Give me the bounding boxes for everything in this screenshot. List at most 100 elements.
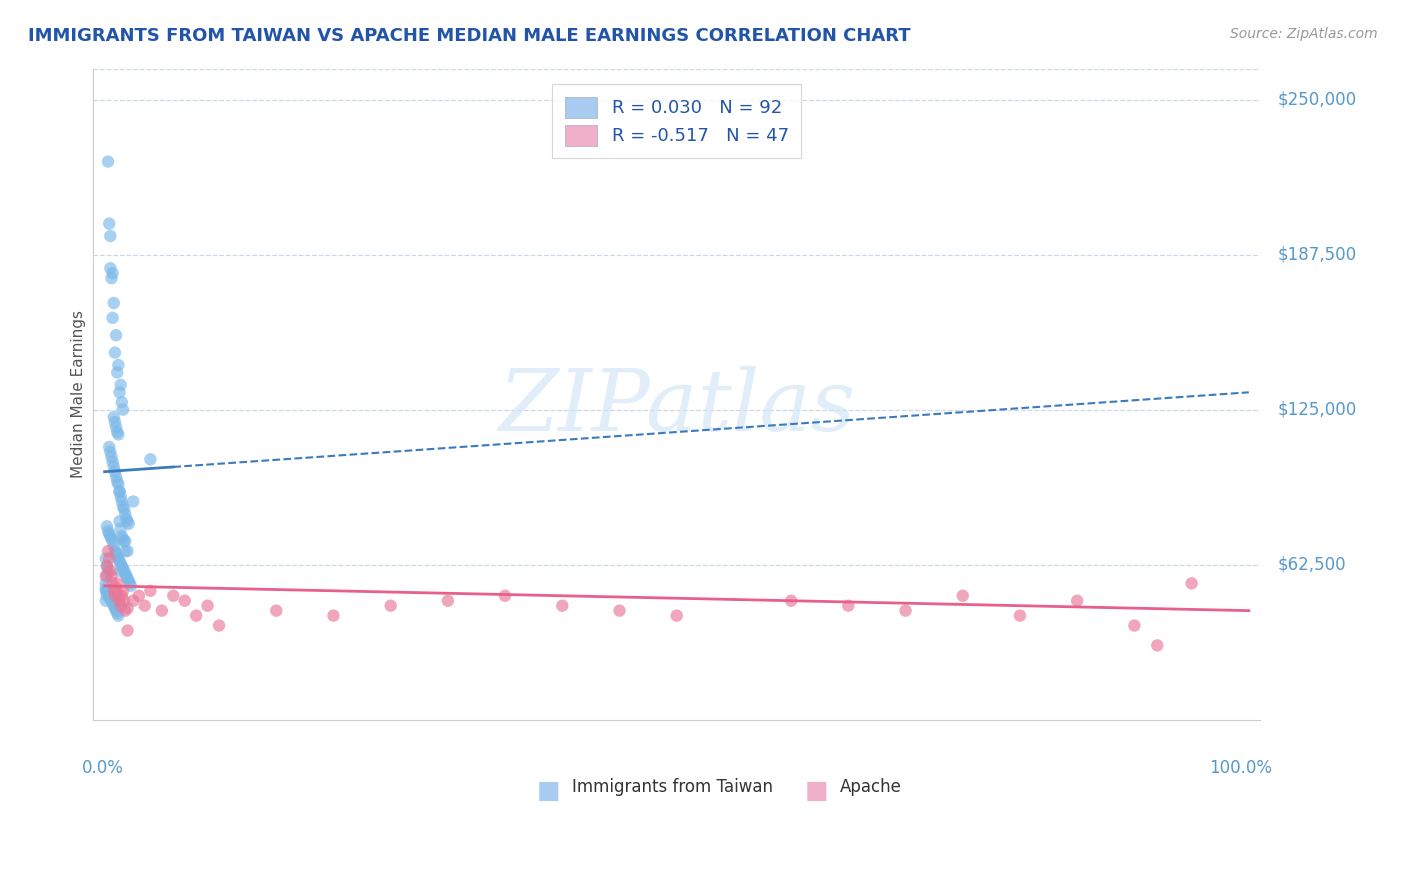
Point <box>97 154 120 169</box>
Point <box>97 524 120 539</box>
Point <box>111 532 134 546</box>
Point <box>103 459 125 474</box>
Point <box>117 544 139 558</box>
Point <box>114 534 136 549</box>
Point <box>98 564 121 578</box>
Point <box>100 532 122 546</box>
Point <box>105 475 128 489</box>
Point <box>98 591 121 606</box>
Point <box>105 366 128 380</box>
Point <box>105 549 128 563</box>
Point <box>104 465 127 479</box>
Point <box>103 539 125 553</box>
Point <box>110 522 132 536</box>
Point <box>107 551 129 566</box>
Point <box>108 514 131 528</box>
Point <box>96 569 118 583</box>
Text: $62,500: $62,500 <box>1278 556 1347 574</box>
Point <box>107 358 129 372</box>
Point <box>98 526 121 541</box>
Point <box>134 599 156 613</box>
Point <box>111 561 134 575</box>
Point <box>186 608 208 623</box>
Point <box>110 377 132 392</box>
Point <box>112 502 135 516</box>
Point <box>139 583 162 598</box>
Text: ZIPatlas: ZIPatlas <box>498 366 855 449</box>
Point <box>96 519 118 533</box>
Point <box>114 604 136 618</box>
Point <box>1146 639 1168 653</box>
Point <box>173 593 195 607</box>
Point <box>103 410 125 425</box>
Point <box>105 576 128 591</box>
Text: 100.0%: 100.0% <box>1209 759 1272 777</box>
Point <box>108 385 131 400</box>
Point <box>94 569 117 583</box>
Point <box>111 500 134 514</box>
Point <box>107 608 129 623</box>
Point <box>110 557 132 571</box>
Point <box>110 564 132 578</box>
Point <box>105 604 128 618</box>
Text: $125,000: $125,000 <box>1278 401 1357 418</box>
Point <box>322 608 344 623</box>
Point <box>96 583 118 598</box>
Point <box>105 606 128 620</box>
Point <box>94 583 117 598</box>
Point <box>264 604 287 618</box>
Point <box>107 477 129 491</box>
Point <box>97 564 120 578</box>
Point <box>111 494 134 508</box>
Point <box>96 589 118 603</box>
Point <box>117 601 139 615</box>
Text: Immigrants from Taiwan: Immigrants from Taiwan <box>572 779 773 797</box>
Point <box>100 593 122 607</box>
Point <box>108 484 131 499</box>
Point <box>162 589 184 603</box>
Point <box>780 593 803 607</box>
Point <box>115 512 138 526</box>
Point <box>837 599 859 613</box>
Text: IMMIGRANTS FROM TAIWAN VS APACHE MEDIAN MALE EARNINGS CORRELATION CHART: IMMIGRANTS FROM TAIWAN VS APACHE MEDIAN … <box>28 27 911 45</box>
Point <box>551 599 574 613</box>
Text: 0.0%: 0.0% <box>82 759 124 777</box>
Point <box>104 589 127 603</box>
Point <box>98 440 121 454</box>
Point <box>104 415 127 429</box>
Point <box>101 310 124 325</box>
Point <box>98 529 121 543</box>
Point <box>94 593 117 607</box>
Point <box>117 624 139 638</box>
Point <box>105 582 128 596</box>
Point <box>1181 576 1204 591</box>
Point <box>110 599 132 613</box>
Point <box>1008 608 1031 623</box>
Point <box>108 554 131 568</box>
Point <box>118 516 141 531</box>
Point <box>112 593 135 607</box>
Point <box>100 450 122 464</box>
Point <box>98 551 121 566</box>
Point <box>111 395 134 409</box>
Point <box>122 593 145 607</box>
Point <box>1123 618 1146 632</box>
Point <box>112 534 135 549</box>
Point <box>108 593 131 607</box>
Point <box>101 266 124 280</box>
Point <box>380 599 402 613</box>
Point <box>120 579 142 593</box>
Point <box>111 402 134 417</box>
Point <box>105 469 128 483</box>
Point <box>208 618 231 632</box>
Text: Source: ZipAtlas.com: Source: ZipAtlas.com <box>1230 27 1378 41</box>
Point <box>437 593 460 607</box>
Text: $250,000: $250,000 <box>1278 90 1357 109</box>
Text: ■: ■ <box>806 779 828 803</box>
Point <box>105 328 128 343</box>
Point <box>117 514 139 528</box>
Point <box>197 599 219 613</box>
Point <box>117 571 139 585</box>
Point <box>98 445 121 459</box>
Point <box>107 427 129 442</box>
